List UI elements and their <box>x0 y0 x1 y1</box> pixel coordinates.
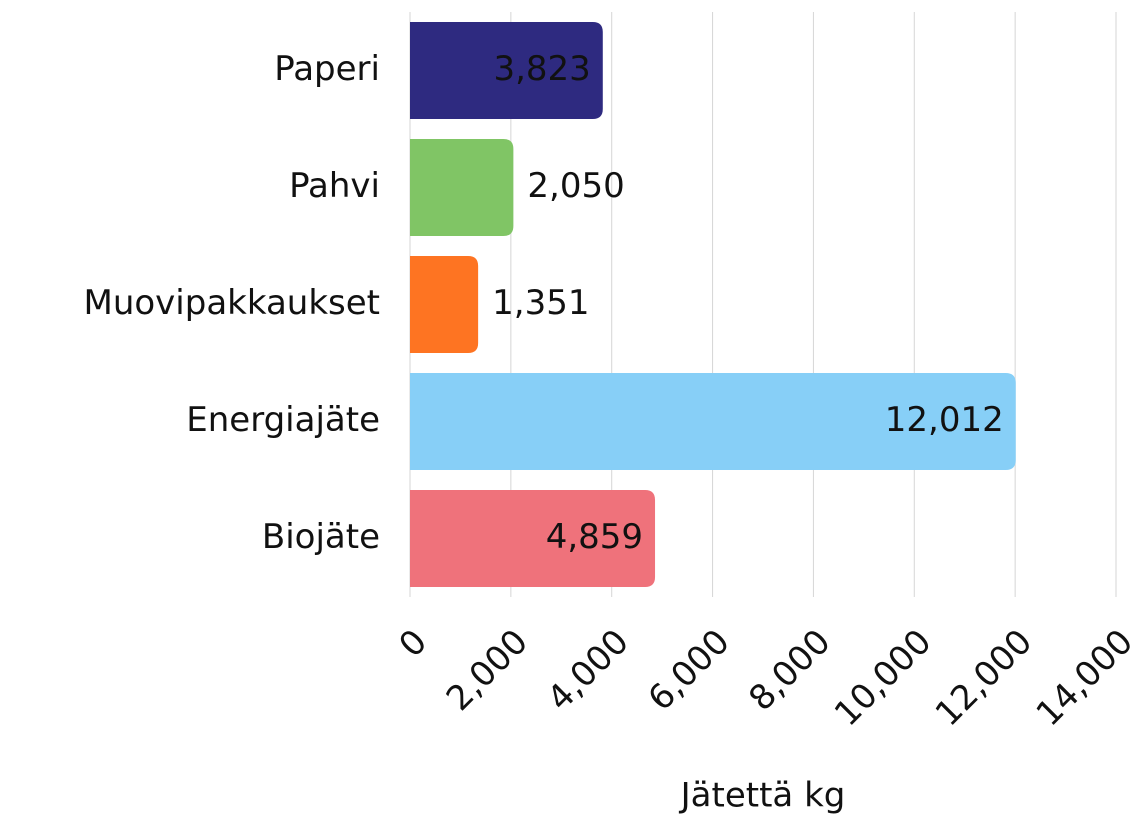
category-label: Paperi <box>274 49 380 89</box>
x-tick-label: 8,000 <box>741 622 838 719</box>
x-tick-label: 2,000 <box>439 622 536 719</box>
category-label: Biojäte <box>262 517 380 557</box>
x-tick-label: 0 <box>391 622 435 666</box>
value-label: 1,351 <box>492 283 589 323</box>
x-tick-label: 4,000 <box>540 622 637 719</box>
x-tick-label: 6,000 <box>641 622 738 719</box>
value-label: 4,859 <box>546 517 643 557</box>
value-label: 12,012 <box>885 400 1004 440</box>
value-label: 2,050 <box>527 166 624 206</box>
value-label: 3,823 <box>493 49 590 89</box>
x-tick-label: 12,000 <box>928 622 1040 734</box>
bar <box>410 372 1016 471</box>
bar <box>410 21 603 120</box>
x-axis-title: Jätettä kg <box>679 776 846 816</box>
category-label: Muovipakkaukset <box>84 283 381 323</box>
category-label: Energiajäte <box>186 400 380 440</box>
bar <box>410 138 514 237</box>
bar <box>410 489 656 588</box>
bar <box>410 255 479 354</box>
category-label: Pahvi <box>289 166 380 206</box>
x-tick-label: 14,000 <box>1029 622 1141 734</box>
x-tick-label: 10,000 <box>827 622 939 734</box>
